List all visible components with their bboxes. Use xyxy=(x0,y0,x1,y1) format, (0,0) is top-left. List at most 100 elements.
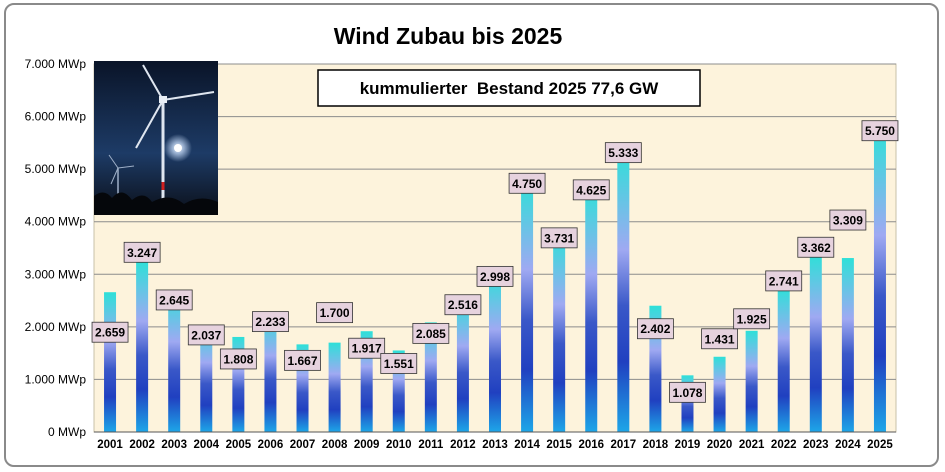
x-tick-label: 2016 xyxy=(578,439,604,451)
data-label-box xyxy=(669,381,706,403)
data-label: 2.645 xyxy=(159,293,189,307)
x-tick-label: 2004 xyxy=(193,439,219,451)
data-label: 3.247 xyxy=(127,246,157,260)
x-tick-label: 2005 xyxy=(226,439,252,451)
x-tick-label: 2006 xyxy=(258,439,284,451)
data-label: 1.917 xyxy=(352,342,382,356)
x-tick-label: 2003 xyxy=(161,439,187,451)
bar xyxy=(489,274,501,432)
x-tick-label: 2023 xyxy=(803,439,829,451)
x-tick-label: 2018 xyxy=(643,439,669,451)
data-label-box xyxy=(540,227,578,249)
bar xyxy=(873,129,886,432)
data-label-box xyxy=(476,265,514,287)
x-tick-label: 2020 xyxy=(707,439,733,451)
y-tick-label: 1.000 MWp xyxy=(25,372,87,386)
data-label: 1.700 xyxy=(320,306,350,320)
data-label: 5.333 xyxy=(608,146,638,160)
bar xyxy=(777,287,790,432)
bar xyxy=(264,314,277,432)
data-label: 2.402 xyxy=(640,322,670,336)
x-tick-label: 2017 xyxy=(611,439,637,451)
data-label: 2.233 xyxy=(255,315,285,329)
y-tick-label: 5.000 MWp xyxy=(25,162,87,176)
data-label: 2.085 xyxy=(416,327,446,341)
data-label-box xyxy=(412,322,450,344)
x-tick-label: 2007 xyxy=(290,439,316,451)
bar xyxy=(136,261,149,432)
data-label: 2.516 xyxy=(448,298,478,312)
data-label-box xyxy=(187,324,225,346)
data-label: 2.998 xyxy=(480,270,510,284)
data-label-box xyxy=(829,209,867,231)
x-tick-label: 2022 xyxy=(771,439,797,451)
data-label-box xyxy=(733,308,771,330)
data-label: 4.625 xyxy=(576,183,606,197)
data-label-box xyxy=(123,241,161,263)
data-label-box xyxy=(91,321,129,343)
bar xyxy=(424,322,437,432)
data-label: 1.667 xyxy=(288,354,318,368)
y-axis: 0 MWp 1.000 MWp 2.000 MWp 3.000 MWp 4.000 MW… xyxy=(25,57,87,439)
x-tick-label: 2012 xyxy=(450,439,476,451)
x-tick-label: 2025 xyxy=(867,439,893,451)
data-label: 2.741 xyxy=(769,274,799,288)
data-label: 3.309 xyxy=(833,214,863,228)
subtitle-box: kummulierter Bestand 2025 77,6 GW xyxy=(317,69,701,107)
x-tick-label: 2013 xyxy=(482,439,508,451)
bar xyxy=(328,342,341,432)
bar xyxy=(456,299,469,432)
bar xyxy=(200,324,213,432)
x-tick-label: 2021 xyxy=(739,439,765,451)
y-tick-label: 0 MWp xyxy=(48,425,86,439)
data-label: 1.808 xyxy=(223,352,253,366)
y-tick-label: 3.000 MWp xyxy=(25,267,87,281)
bar xyxy=(553,235,566,432)
data-label-box xyxy=(348,337,386,359)
x-tick-label: 2011 xyxy=(418,439,444,451)
data-label-box xyxy=(604,142,642,164)
y-tick-label: 2.000 MWp xyxy=(25,320,87,334)
bar xyxy=(521,182,534,432)
bar xyxy=(841,258,854,432)
x-tick-label: 2024 xyxy=(835,439,861,451)
bar xyxy=(713,356,726,432)
data-label-box xyxy=(765,270,803,292)
bar xyxy=(745,330,758,432)
data-label-box xyxy=(637,318,674,340)
bar xyxy=(585,188,598,432)
data-label-box xyxy=(219,348,257,370)
data-label-box xyxy=(701,328,738,350)
data-label-box xyxy=(572,179,610,201)
data-label-box xyxy=(861,120,899,142)
x-tick-label: 2001 xyxy=(97,439,123,451)
chart-title: Wind Zubau bis 2025 xyxy=(334,23,563,49)
x-tick-label: 2019 xyxy=(675,439,701,451)
y-tick-label: 7.000 MWp xyxy=(25,57,87,71)
x-tick-label: 2002 xyxy=(129,439,155,451)
data-label: 3.362 xyxy=(801,241,831,255)
x-axis: 2001 2002 2003 2004 2005 2006 2007 2008 2009 2010… xyxy=(94,431,896,451)
data-label-box xyxy=(284,349,321,371)
chart-subtitle: kummulierter Bestand 2025 77,6 GW xyxy=(360,79,660,98)
x-tick-label: 2008 xyxy=(322,439,348,451)
bar xyxy=(168,292,181,432)
x-tick-label: 2010 xyxy=(386,439,412,451)
data-label: 4.750 xyxy=(512,177,542,191)
data-label-box xyxy=(155,289,193,311)
data-label: 1.925 xyxy=(737,312,767,326)
x-tick-label: 2015 xyxy=(546,439,572,451)
data-label-box xyxy=(444,294,482,316)
y-tick-label: 4.000 MWp xyxy=(25,215,87,229)
data-label: 1.431 xyxy=(705,332,735,346)
wind-turbine-photo xyxy=(94,61,218,215)
bar xyxy=(104,292,117,432)
data-label-box xyxy=(380,353,418,374)
data-label: 5.750 xyxy=(865,124,895,138)
data-label: 1.551 xyxy=(384,357,414,371)
data-label-box xyxy=(797,236,835,258)
data-label: 2.659 xyxy=(95,326,125,340)
data-label: 1.078 xyxy=(672,386,702,400)
